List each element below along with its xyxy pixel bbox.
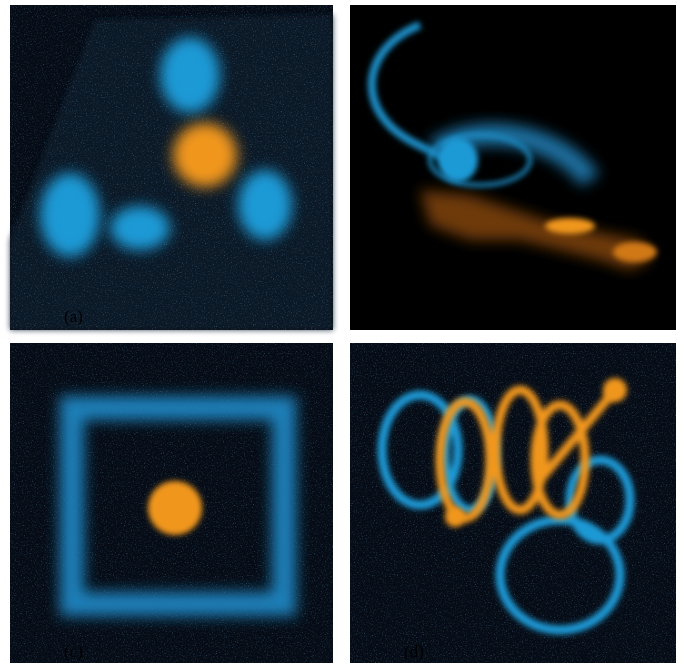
panel-c: (c) [10, 343, 333, 663]
panel-label: (b) [404, 307, 424, 326]
panel-b: (b) [350, 5, 676, 330]
panel-label: (c) [64, 642, 83, 661]
panel-label: (a) [64, 307, 83, 326]
panel-d: (d) [350, 343, 676, 663]
panel-a: (a) [10, 5, 333, 330]
panel-label: (d) [404, 642, 424, 661]
